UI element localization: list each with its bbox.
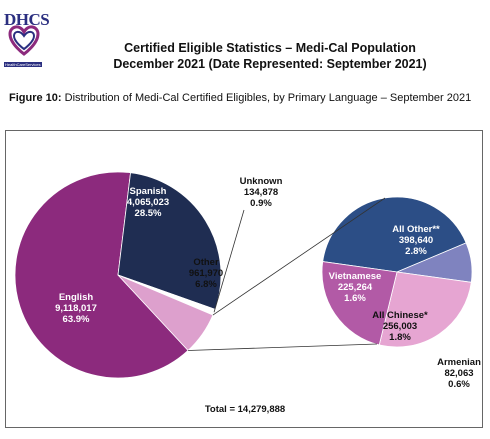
pie-label-other-line: 6.8% [195,279,217,290]
pie-label-english: English 9,118,017 63.9% [55,292,97,325]
breakdown-label-armenian: Armenian 82,063 0.6% [437,357,481,390]
logo-subtext: HealthCareServices [4,62,42,67]
pie-label-unknown-line: Unknown [240,176,283,187]
logo-text: DHCS [4,10,50,29]
pie-label-unknown: Unknown 134,878 0.9% [240,176,283,209]
breakdown-label-vietnamese: Vietnamese 225,264 1.6% [329,271,382,304]
pie-label-unknown-line: 134,878 [244,187,278,198]
breakdown-label-all-chinese-line: 256,003 [383,321,417,332]
pie-slice-spanish [117,172,222,310]
breakdown-label-armenian-line: Armenian [437,357,481,368]
pie-label-english-line: 9,118,017 [55,303,97,314]
breakdown-label-all-other-line: All Other** [392,224,440,235]
figure-caption: Figure 10: Distribution of Medi-Cal Cert… [9,91,479,105]
pie-label-other-line: Other [193,257,219,268]
figure-caption-text: Distribution of Medi-Cal Certified Eligi… [61,92,472,104]
logo-heart-icon [8,25,40,56]
unknown-leader-line [213,209,245,313]
page-title-line2: December 2021 (Date Represented: Septemb… [113,57,427,71]
breakdown-label-all-other: All Other** 398,640 2.8% [392,224,440,257]
page-title-line1: Certified Eligible Statistics – Medi-Cal… [124,41,416,55]
pie-label-spanish-line: Spanish [130,186,167,197]
chart-frame [5,130,483,428]
pie-label-spanish: Spanish 4,065,023 28.5% [127,186,169,219]
pie-label-spanish-line: 28.5% [135,208,162,219]
connector-line-top [212,197,386,316]
figure-label: Figure 10: [9,92,62,104]
breakdown-label-all-chinese-line: 1.8% [389,332,411,343]
breakdown-label-all-other-line: 398,640 [399,235,433,246]
pie-label-english-line: English [59,292,94,303]
pie-label-unknown-line: 0.9% [250,198,272,209]
breakdown-label-vietnamese-line: 1.6% [344,293,366,304]
pie-slice-english [14,171,189,379]
breakdown-label-all-chinese-line: All Chinese* [372,310,428,321]
breakdown-label-armenian-line: 0.6% [448,379,470,390]
connector-line-bottom [188,343,378,351]
chart-total: Total = 14,279,888 [205,404,285,415]
breakdown-slice-vietnamese [321,261,398,346]
pie-label-other: Other 961,970 6.8% [189,257,223,290]
breakdown-label-vietnamese-line: 225,264 [338,282,373,293]
breakdown-label-armenian-line: 82,063 [444,368,473,379]
breakdown-label-all-chinese: All Chinese* 256,003 1.8% [372,310,428,343]
pie-label-spanish-line: 4,065,023 [127,197,169,208]
pie-label-other-line: 961,970 [189,268,223,279]
breakdown-slice-all-chinese [378,271,472,348]
breakdown-label-all-other-line: 2.8% [405,246,427,257]
pie-label-english-line: 63.9% [63,314,90,325]
dhcs-logo: DHCS HealthCareServices [2,4,54,68]
breakdown-label-vietnamese-line: Vietnamese [329,271,382,282]
